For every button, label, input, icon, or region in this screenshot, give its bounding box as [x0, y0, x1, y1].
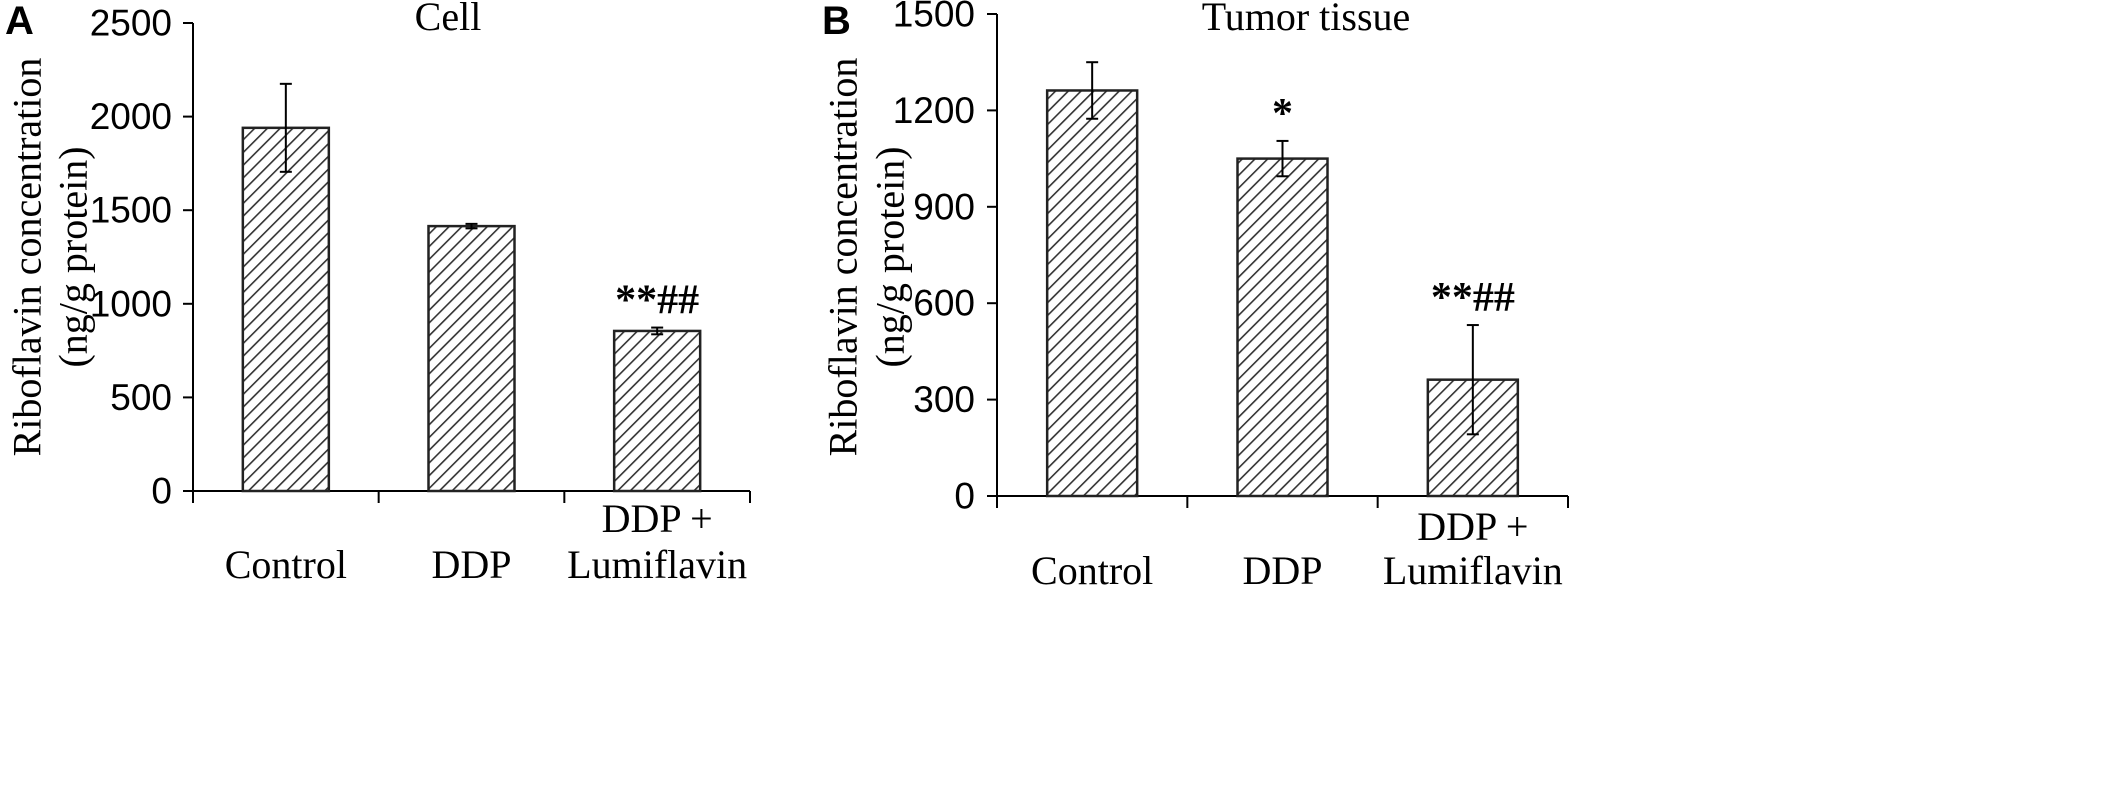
y-tick-label: 900: [913, 186, 975, 227]
y-tick-label: 2000: [90, 96, 172, 137]
chart-title: Cell: [415, 0, 482, 39]
x-tick-label: Control: [225, 542, 347, 587]
y-axis-label: Riboflavin concentration: [5, 58, 50, 457]
y-tick-label: 1000: [90, 283, 172, 324]
y-tick-label: 600: [913, 283, 975, 324]
chart-title: Tumor tissue: [1202, 0, 1411, 39]
bar-0: [241, 126, 331, 493]
bar-2: [612, 329, 702, 493]
y-tick-label: 1500: [90, 190, 172, 231]
y-tick-label: 1500: [893, 0, 975, 35]
significance-label: **##: [615, 278, 699, 324]
x-tick-label: Control: [1031, 548, 1153, 593]
significance-label: *: [1272, 91, 1293, 137]
y-tick-label: 500: [110, 377, 172, 418]
y-tick-label: 2500: [90, 3, 172, 44]
x-tick-label: DDP: [431, 542, 511, 587]
bar-1: [1236, 157, 1329, 498]
x-tick-label: DDP: [1242, 548, 1322, 593]
chart-panel-a: A Cell Riboflavin concentration (ng/g prote…: [5, 0, 751, 587]
y-axis-label-units: (ng/g protein): [51, 146, 96, 367]
bar-1: [427, 224, 516, 493]
chart-panel-b: B Tumor tissue Riboflavin concentration (ng…: [821, 0, 1569, 593]
x-tick-label: Lumiflavin: [1383, 548, 1563, 593]
significance-label: **##: [1431, 275, 1515, 321]
y-tick-label: 0: [954, 476, 975, 517]
y-tick-label: 0: [151, 471, 172, 512]
x-tick-label: DDP +: [1417, 504, 1528, 549]
x-tick-label: Lumiflavin: [567, 542, 747, 587]
panel-letter: B: [822, 0, 851, 43]
bar-0: [1045, 89, 1139, 498]
y-tick-label: 300: [913, 379, 975, 420]
panel-letter: A: [5, 0, 34, 43]
x-tick-label: DDP +: [602, 496, 713, 541]
y-axis-label-units: (ng/g protein): [868, 146, 913, 367]
y-tick-label: 1200: [893, 90, 975, 131]
y-axis-label: Riboflavin concentration: [821, 58, 866, 457]
